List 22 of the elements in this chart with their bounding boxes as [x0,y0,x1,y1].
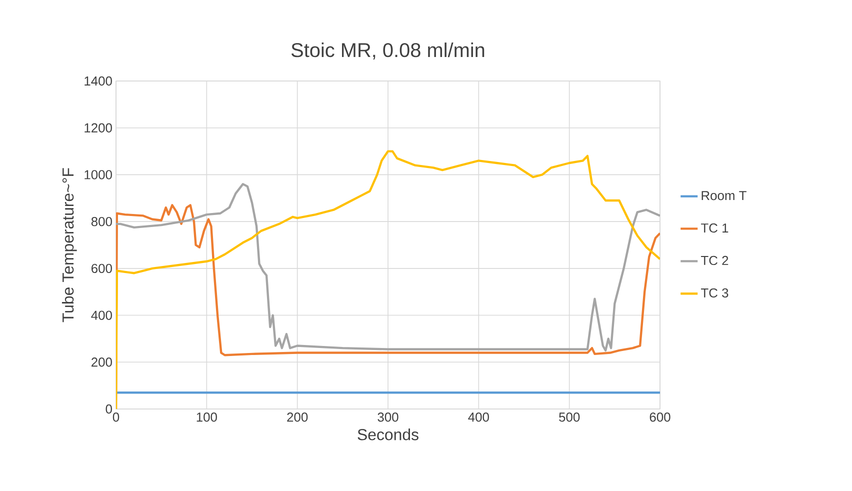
y-tick-label: 800 [91,216,112,226]
x-tick-label: 300 [378,412,398,422]
x-tick-label: 200 [287,412,308,422]
x-tick-label: 500 [559,412,580,422]
y-tick-label: 600 [92,264,112,274]
x-tick-label: 600 [650,412,670,422]
y-tick-label: 1000 [84,170,112,180]
y-tick-label: 400 [91,310,112,320]
x-tick-label: 400 [468,412,489,422]
x-axis-title: Seconds [358,428,418,440]
x-tick-label: 100 [196,412,217,422]
y-axis-title: Tube Temperature~°F [62,168,77,322]
y-tick-label: 1400 [84,76,112,86]
legend-label: Room T [702,191,746,200]
y-tick-label: 1200 [84,123,112,132]
legend-label: TC 3 [701,288,728,298]
legend-label: TC 1 [701,223,728,233]
x-tick-label: 0 [112,412,120,422]
chart-title: Stoic MR, 0.08 ml/min [291,42,484,60]
legend-label: TC 2 [701,256,728,266]
y-tick-label: 0 [106,404,112,414]
y-tick-label: 200 [92,358,112,367]
